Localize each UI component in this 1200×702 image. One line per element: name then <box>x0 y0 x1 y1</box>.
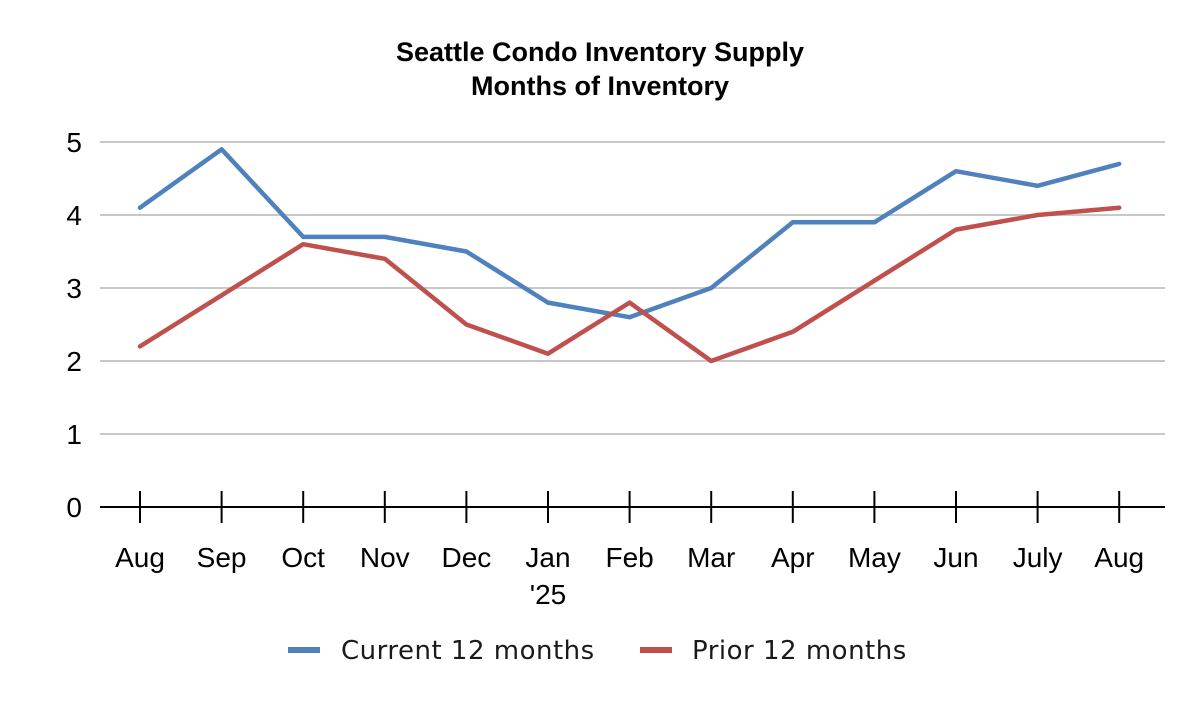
x-tick-label: Apr <box>771 542 815 573</box>
y-tick-label: 0 <box>66 492 82 523</box>
x-tick-label: Jun <box>933 542 978 573</box>
legend-label: Prior 12 months <box>692 636 907 666</box>
axes: 0 1 2 3 4 5 Aug Sep Oct Nov Dec Jan '25 Feb Mar Apr May J… <box>66 127 1165 610</box>
x-tick-label: Mar <box>687 542 735 573</box>
x-tick-label: Aug <box>1094 542 1144 573</box>
y-tick-label: 1 <box>66 419 82 450</box>
x-tick-label: Sep <box>197 542 247 573</box>
x-tick-sublabel: '25 <box>530 579 567 610</box>
y-tick-label: 3 <box>66 273 82 304</box>
y-tick-label: 5 <box>66 127 82 158</box>
gridlines <box>100 141 1165 435</box>
y-tick-label: 2 <box>66 346 82 377</box>
chart-subtitle: Months of Inventory <box>471 71 729 101</box>
x-tick-label: Aug <box>115 542 165 573</box>
series-line-current <box>137 147 1122 320</box>
x-tick-label: Jan <box>525 542 570 573</box>
x-tick-label: Dec <box>442 542 492 573</box>
x-tick-label: Nov <box>360 542 410 573</box>
x-tick-label: July <box>1013 542 1063 573</box>
x-tick-label: Feb <box>605 542 653 573</box>
series-lines <box>137 147 1122 364</box>
legend-label: Current 12 months <box>341 636 595 666</box>
chart-title: Seattle Condo Inventory Supply <box>396 37 804 67</box>
legend: Current 12 months Prior 12 months <box>288 636 907 666</box>
y-tick-label: 4 <box>66 200 82 231</box>
x-tick-label: May <box>848 542 901 573</box>
x-tick-label: Oct <box>281 542 325 573</box>
series-line-prior <box>137 205 1122 364</box>
